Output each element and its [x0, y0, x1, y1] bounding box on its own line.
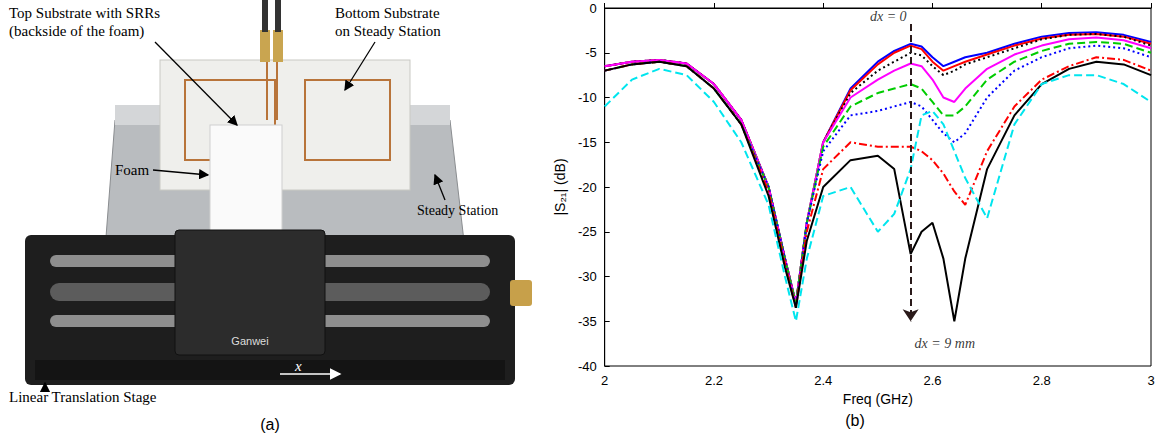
- svg-text:Top Substrate with SRRs: Top Substrate with SRRs: [9, 5, 160, 21]
- svg-text:dx = 0: dx = 0: [870, 9, 907, 24]
- svg-text:Ganwei: Ganwei: [231, 335, 268, 347]
- svg-text:(backside of the foam): (backside of the foam): [9, 23, 144, 40]
- svg-text:Bottom Substrate: Bottom Substrate: [335, 5, 440, 21]
- svg-text:-10: -10: [578, 90, 597, 105]
- svg-text:on Steady Station: on Steady Station: [335, 23, 441, 39]
- svg-text:Steady Station: Steady Station: [417, 203, 498, 218]
- svg-text:|S₂₁| (dB): |S₂₁| (dB): [552, 158, 568, 215]
- svg-text:-15: -15: [578, 135, 597, 150]
- svg-text:Linear Translation Stage: Linear Translation Stage: [9, 389, 157, 405]
- svg-text:-25: -25: [578, 224, 597, 239]
- svg-text:3: 3: [1147, 373, 1154, 388]
- svg-text:-35: -35: [578, 314, 597, 329]
- svg-text:-20: -20: [578, 180, 597, 195]
- svg-text:2: 2: [601, 373, 608, 388]
- svg-text:2.2: 2.2: [705, 373, 723, 388]
- html-text:(b): (b): [845, 412, 865, 429]
- svg-text:dx = 9 mm: dx = 9 mm: [915, 336, 975, 351]
- svg-text:2.6: 2.6: [923, 373, 941, 388]
- svg-text:-40: -40: [578, 359, 597, 374]
- svg-text:2.8: 2.8: [1033, 373, 1051, 388]
- svg-text:Foam: Foam: [115, 162, 150, 178]
- svg-text:Freq (GHz): Freq (GHz): [843, 391, 913, 407]
- svg-text:-30: -30: [578, 269, 597, 284]
- svg-text:0: 0: [589, 1, 596, 16]
- svg-text:(a): (a): [260, 416, 280, 433]
- svg-text:-5: -5: [585, 45, 597, 60]
- svg-text:2.4: 2.4: [814, 373, 832, 388]
- svg-text:x: x: [294, 358, 302, 374]
